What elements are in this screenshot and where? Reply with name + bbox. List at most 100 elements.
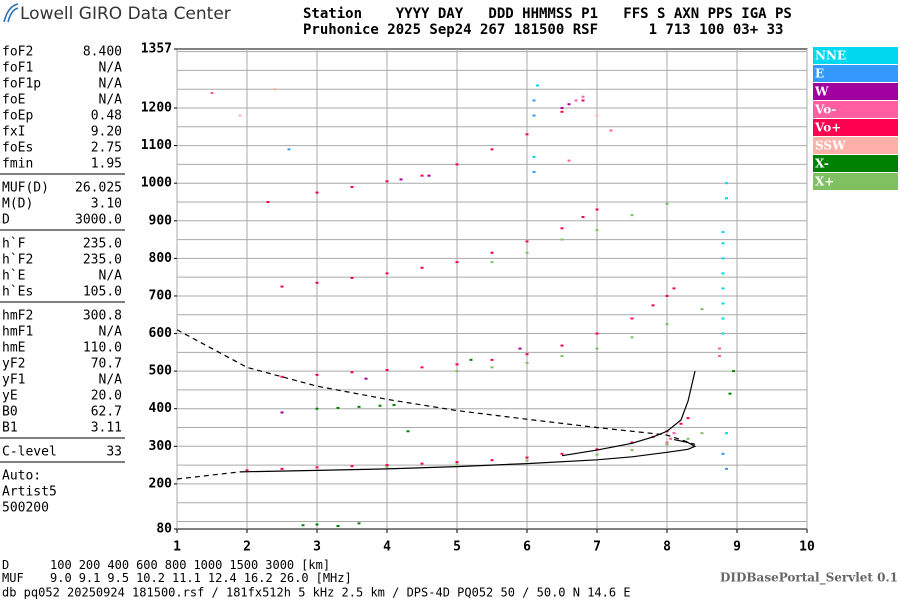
param-name: MUF(D) bbox=[2, 181, 49, 196]
echo-point bbox=[525, 456, 529, 459]
echo-point bbox=[490, 148, 494, 151]
param-name: foF1 bbox=[2, 61, 33, 76]
echo-point bbox=[427, 174, 431, 177]
muf-cell: 1500 bbox=[229, 558, 258, 572]
legend-swatch bbox=[813, 137, 898, 154]
param-value: N/A bbox=[99, 373, 123, 388]
echo-point bbox=[732, 370, 735, 373]
muf-cell: 26.0 bbox=[280, 571, 309, 585]
echo-point bbox=[336, 406, 340, 409]
echo-point bbox=[385, 369, 389, 372]
echo-point bbox=[718, 355, 721, 358]
param-name: yF2 bbox=[2, 357, 25, 372]
param-value: 105.0 bbox=[83, 285, 122, 300]
echo-point bbox=[350, 465, 354, 468]
echo-point bbox=[560, 107, 564, 110]
echo-point bbox=[490, 366, 494, 369]
echo-point bbox=[630, 317, 634, 320]
param-value: 235.0 bbox=[83, 253, 122, 268]
param-value: 2.75 bbox=[91, 141, 122, 156]
echo-point bbox=[455, 261, 459, 264]
trace-points bbox=[245, 99, 690, 472]
echo-point bbox=[350, 371, 354, 374]
param-name: hmF2 bbox=[2, 309, 33, 324]
echo-point bbox=[532, 114, 536, 117]
muf-cell: MUF bbox=[2, 571, 24, 585]
muf-cell: 16.2 bbox=[244, 571, 273, 585]
echo-point bbox=[609, 129, 613, 132]
param-value: 9.20 bbox=[91, 125, 122, 140]
echo-point bbox=[238, 114, 242, 117]
legend-swatch bbox=[813, 47, 898, 64]
echo-point bbox=[725, 467, 728, 470]
y-tick-label: 1357 bbox=[141, 42, 172, 57]
echo-point bbox=[315, 373, 319, 376]
param-value: 3.11 bbox=[91, 421, 122, 436]
param-value: 62.7 bbox=[91, 405, 122, 420]
param-value: 8.400 bbox=[83, 45, 122, 60]
echo-point bbox=[350, 185, 354, 188]
param-name: h`F bbox=[2, 237, 26, 252]
header-line: Pruhonice 2025 Sep24 267 181500 RSF 1 71… bbox=[303, 22, 783, 38]
echo-point bbox=[532, 99, 536, 102]
echo-point bbox=[686, 417, 690, 420]
servlet-label: DIDBasePortal_Servlet 0.1 bbox=[720, 571, 898, 586]
echo-point bbox=[725, 432, 728, 435]
echo-point bbox=[490, 358, 494, 361]
echo-point bbox=[385, 465, 389, 468]
legend-label: Vo- bbox=[814, 103, 836, 117]
param-value: 70.7 bbox=[91, 357, 122, 372]
echo-point bbox=[721, 287, 725, 290]
echo-point bbox=[490, 459, 494, 462]
muf-cell: 600 bbox=[136, 558, 158, 572]
echo-point bbox=[273, 88, 277, 91]
echo-point bbox=[560, 227, 564, 230]
param-name: foEs bbox=[2, 141, 33, 156]
echo-point bbox=[560, 344, 564, 347]
echo-point bbox=[315, 466, 319, 469]
muf-cell: 3000 bbox=[265, 558, 294, 572]
legend-label: E bbox=[815, 67, 824, 81]
echo-point bbox=[455, 370, 459, 373]
param-name: yE bbox=[2, 389, 18, 404]
echo-point bbox=[595, 229, 599, 232]
echo-point bbox=[581, 216, 585, 219]
echo-point bbox=[525, 353, 529, 356]
echo-point bbox=[469, 358, 473, 361]
muf-cell: [km] bbox=[301, 558, 330, 572]
muf-row: MUF 9.0 9.1 9.5 10.2 11.1 12.4 16.2 26.0 [MHz] bbox=[2, 571, 352, 585]
echo-point bbox=[385, 464, 389, 467]
echo-point bbox=[280, 467, 284, 470]
echo-point bbox=[357, 522, 361, 525]
param-name: h`F2 bbox=[2, 253, 33, 268]
echo-point bbox=[364, 377, 368, 380]
y-tick-label: 80 bbox=[156, 522, 172, 537]
param-name: foEp bbox=[2, 109, 33, 124]
echo-point bbox=[721, 242, 725, 245]
echo-point bbox=[280, 375, 284, 378]
echo-point bbox=[525, 361, 529, 364]
legend-swatch bbox=[813, 83, 898, 100]
echo-point bbox=[725, 197, 728, 200]
legend-label: W bbox=[814, 85, 829, 99]
x-tick-label: 1 bbox=[173, 540, 181, 555]
y-tick-label: 200 bbox=[149, 476, 173, 491]
echo-point bbox=[665, 443, 669, 446]
param-value: N/A bbox=[99, 93, 123, 108]
legend-label: NNE bbox=[815, 49, 846, 63]
echo-point bbox=[385, 180, 389, 183]
param-name: hmE bbox=[2, 341, 25, 356]
x-tick-label: 2 bbox=[243, 540, 251, 555]
header-line: Station YYYY DAY DDD HHMMSS P1 FFS S AXN… bbox=[303, 6, 792, 22]
param-name: Artist5 bbox=[2, 485, 57, 500]
y-tick-label: 300 bbox=[149, 439, 173, 454]
param-value: 110.0 bbox=[83, 341, 122, 356]
muf-cell: 9.5 bbox=[107, 571, 129, 585]
legend-label: X+ bbox=[815, 175, 834, 189]
echo-point bbox=[595, 208, 599, 211]
y-tick-label: 1200 bbox=[141, 101, 172, 116]
echo-point bbox=[721, 317, 725, 320]
echo-point bbox=[525, 133, 529, 136]
muf-cell: 800 bbox=[165, 558, 187, 572]
muf-cell: 12.4 bbox=[208, 571, 237, 585]
